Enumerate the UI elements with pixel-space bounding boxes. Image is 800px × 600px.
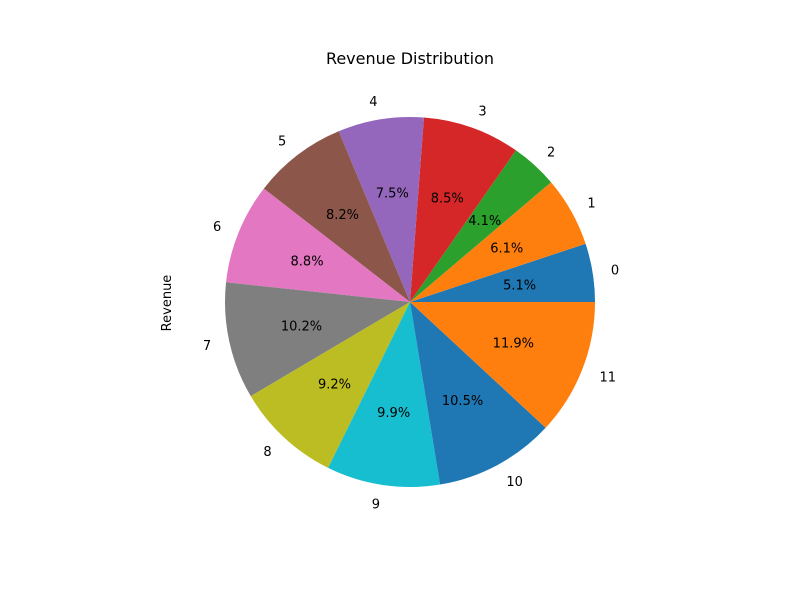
category-label-0: 0 [611, 264, 619, 279]
percent-label-8: 9.2% [318, 377, 351, 392]
pie-slice-10 [410, 302, 546, 485]
percent-label-7: 10.2% [281, 320, 322, 335]
category-label-2: 2 [547, 145, 555, 160]
category-label-1: 1 [587, 196, 595, 211]
percent-label-4: 7.5% [376, 186, 409, 201]
category-label-9: 9 [372, 497, 380, 512]
pie-slice-9 [328, 302, 441, 487]
pie-slice-6 [226, 188, 410, 302]
percent-label-1: 6.1% [490, 242, 523, 257]
percent-label-9: 9.9% [377, 406, 410, 421]
category-label-3: 3 [478, 104, 486, 119]
y-axis-label: Revenue [160, 275, 175, 332]
pie-slice-0 [410, 243, 595, 302]
pie-labels: 0 5.1% 1 6.1% 2 4.1% 3 8.5% 4 7.5% 5 8.2% 6 8.8% 7 10.2… [203, 95, 619, 512]
percent-label-11: 11.9% [493, 337, 534, 352]
category-label-6: 6 [213, 220, 221, 235]
category-label-8: 8 [263, 445, 271, 460]
category-label-4: 4 [369, 95, 377, 110]
percent-label-0: 5.1% [503, 278, 536, 293]
percent-label-6: 8.8% [291, 254, 324, 269]
percent-label-2: 4.1% [468, 214, 501, 229]
pie-slice-11 [410, 302, 595, 428]
pie-slice-8 [250, 302, 410, 468]
category-label-11: 11 [599, 370, 616, 385]
percent-label-3: 8.5% [431, 191, 464, 206]
pie-slice-3 [410, 117, 516, 302]
chart-title: Revenue Distribution [326, 49, 494, 68]
pie-slice-1 [410, 182, 586, 302]
category-label-5: 5 [278, 134, 286, 149]
category-label-10: 10 [506, 475, 523, 490]
percent-label-10: 10.5% [442, 394, 483, 409]
pie-slices [225, 117, 595, 487]
percent-label-5: 8.2% [326, 208, 359, 223]
pie-slice-4 [338, 117, 424, 303]
category-label-7: 7 [203, 339, 211, 354]
pie-slice-5 [263, 131, 410, 302]
pie-slice-2 [410, 150, 552, 302]
pie-slice-7 [225, 282, 410, 397]
